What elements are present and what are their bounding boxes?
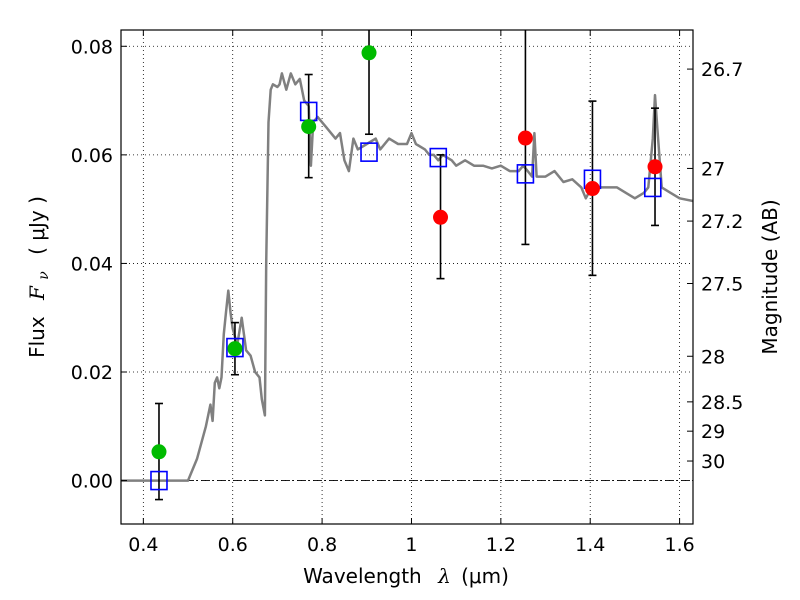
model-square-marker [226, 337, 244, 358]
model-square-marker [429, 147, 448, 168]
observed-point-green [227, 341, 243, 357]
model-square-marker [150, 470, 168, 491]
y2-tick-label: 27 [701, 158, 725, 180]
y2-tick-label: 30 [701, 451, 725, 473]
x-tick-label: 1 [405, 534, 417, 556]
model-square-marker [360, 142, 378, 162]
y2-tick-label: 26.7 [701, 59, 743, 81]
y-axis-title-subscript: ν [36, 271, 52, 280]
observed-point-green [361, 45, 377, 61]
observed-point-red [433, 209, 449, 225]
grid-layer [121, 30, 693, 524]
model-spectrum-line [121, 72, 693, 482]
observed-point-green [301, 119, 317, 135]
y-tick-label: 0.04 [71, 253, 113, 275]
y2-tick-label: 29 [701, 421, 725, 443]
y2-tick-label: 28 [701, 346, 725, 368]
y2-tick-label: 27.5 [701, 274, 743, 296]
observed-point-green [151, 444, 167, 460]
y-axis-title-unit: ( μJy ) [25, 196, 49, 255]
x-axis-title-symbol: λ [437, 564, 451, 588]
y2-tick-label: 28.5 [701, 392, 743, 414]
y-tick-label: 0.06 [71, 145, 113, 167]
observed-point-red [647, 159, 663, 175]
plot-frame [120, 29, 694, 525]
y-axis-title-symbol: F [25, 285, 49, 301]
y-axis-title: Flux F ν ( μJy ) [25, 196, 53, 358]
y-tick-label: 0.08 [71, 36, 113, 58]
x-tick-label: 0.8 [307, 534, 337, 556]
y2-axis-title: Magnitude (AB) [758, 199, 782, 354]
y-tick-label: 0.00 [71, 471, 113, 493]
x-axis-title-text: Wavelength [303, 564, 422, 588]
x-axis-title: Wavelength λ (μm) [303, 564, 509, 588]
plot-clip-group [121, 30, 693, 501]
x-tick-label: 0.6 [218, 534, 248, 556]
x-axis-title-unit: (μm) [461, 564, 509, 588]
x-tick-label: 1.6 [664, 534, 694, 556]
model-square-marker [516, 164, 535, 184]
model-square-marker [643, 177, 662, 198]
plot-layer [121, 30, 693, 501]
y2-tick-label: 27.2 [701, 211, 743, 233]
y-axis-title-text: Flux [25, 316, 49, 358]
observed-point-red [517, 130, 533, 146]
observed-point-red [584, 181, 600, 197]
x-tick-label: 1.4 [575, 534, 605, 556]
x-tick-label: 0.4 [128, 534, 158, 556]
x-tick-label: 1.2 [486, 534, 516, 556]
y-tick-label: 0.02 [71, 362, 113, 384]
axis-layer: 0.4 0.6 0.8 1 1.2 1.4 1.6 0.00 0.02 0.04 0.06 0.08 2… [71, 30, 743, 556]
